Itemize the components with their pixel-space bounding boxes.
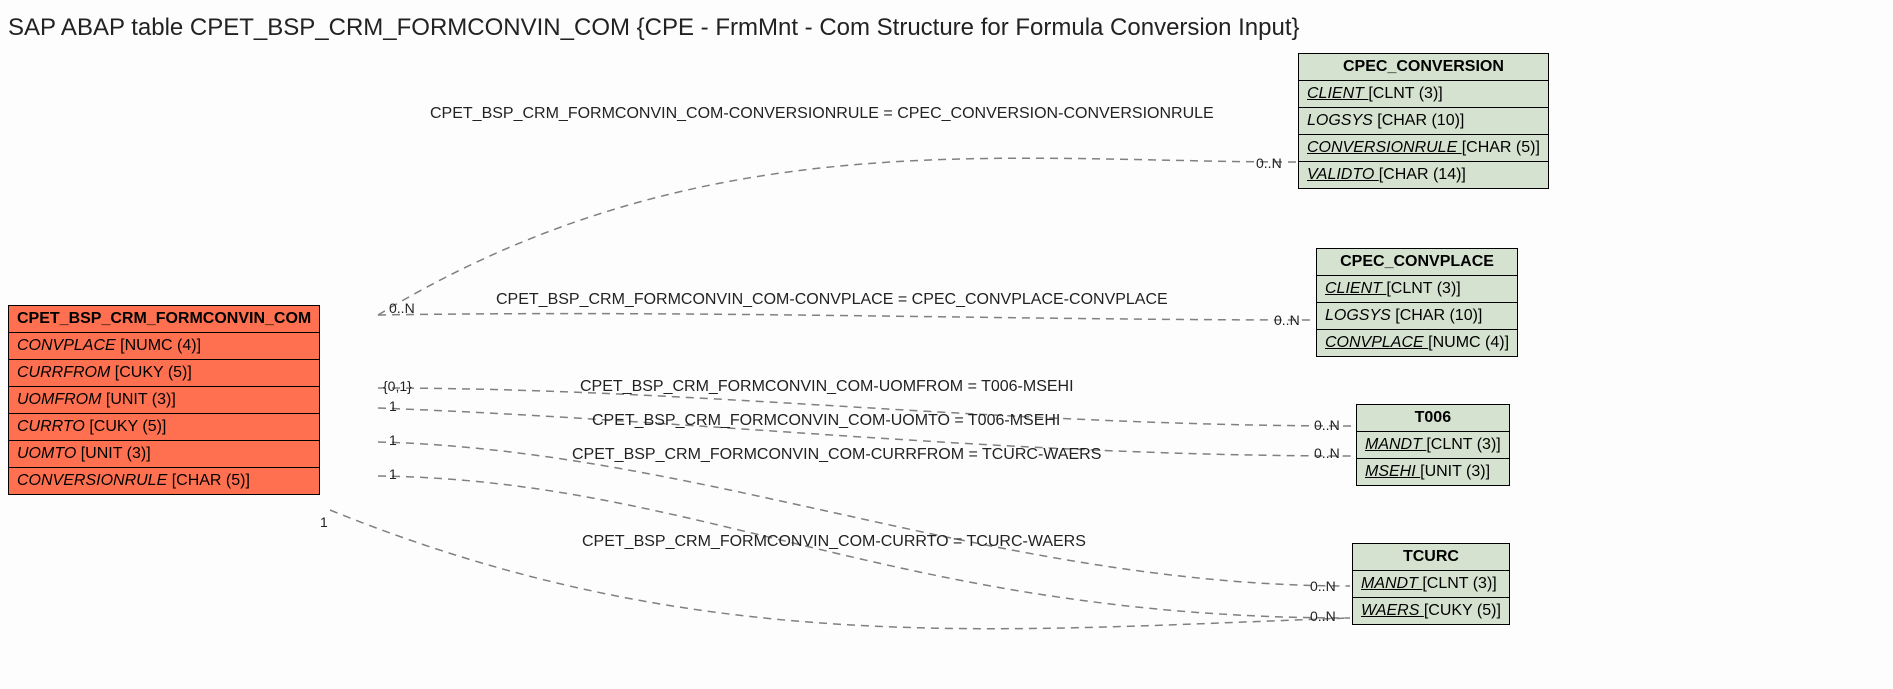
entity-cpec-conversion: CPEC_CONVERSIONCLIENT [CLNT (3)]LOGSYS [… bbox=[1298, 53, 1549, 189]
relation-label: CPET_BSP_CRM_FORMCONVIN_COM-CONVERSIONRU… bbox=[430, 105, 1214, 123]
entity-field: MANDT [CLNT (3)] bbox=[1353, 571, 1509, 598]
cardinality-left: {0,1} bbox=[383, 378, 412, 394]
entity-field: CLIENT [CLNT (3)] bbox=[1317, 276, 1517, 303]
entity-main: CPET_BSP_CRM_FORMCONVIN_COMCONVPLACE [NU… bbox=[8, 305, 320, 495]
entity-header: CPET_BSP_CRM_FORMCONVIN_COM bbox=[9, 306, 319, 333]
cardinality-right: 0..N bbox=[1314, 445, 1340, 461]
entity-cpec-convplace: CPEC_CONVPLACECLIENT [CLNT (3)]LOGSYS [C… bbox=[1316, 248, 1518, 357]
entity-field: UOMFROM [UNIT (3)] bbox=[9, 387, 319, 414]
entity-field: CURRTO [CUKY (5)] bbox=[9, 414, 319, 441]
relation-label: CPET_BSP_CRM_FORMCONVIN_COM-CURRFROM = T… bbox=[572, 446, 1101, 464]
entity-field: LOGSYS [CHAR (10)] bbox=[1317, 303, 1517, 330]
page-title: SAP ABAP table CPET_BSP_CRM_FORMCONVIN_C… bbox=[8, 14, 1300, 42]
cardinality-right: 0..N bbox=[1256, 155, 1282, 171]
cardinality-right: 0..N bbox=[1274, 312, 1300, 328]
relation-label: CPET_BSP_CRM_FORMCONVIN_COM-UOMFROM = T0… bbox=[580, 378, 1074, 396]
entity-field: CONVPLACE [NUMC (4)] bbox=[9, 333, 319, 360]
cardinality-left: 0..N bbox=[389, 300, 415, 316]
cardinality-right: 0..N bbox=[1314, 417, 1340, 433]
cardinality-left: 1 bbox=[389, 432, 397, 448]
cardinality-left: 1 bbox=[389, 466, 397, 482]
cardinality-left: 1 bbox=[320, 514, 328, 530]
entity-tcurc: TCURCMANDT [CLNT (3)]WAERS [CUKY (5)] bbox=[1352, 543, 1510, 625]
entity-header: CPEC_CONVPLACE bbox=[1317, 249, 1517, 276]
entity-header: T006 bbox=[1357, 405, 1509, 432]
entity-field: LOGSYS [CHAR (10)] bbox=[1299, 108, 1548, 135]
entity-field: VALIDTO [CHAR (14)] bbox=[1299, 162, 1548, 188]
entity-header: TCURC bbox=[1353, 544, 1509, 571]
entity-field: CURRFROM [CUKY (5)] bbox=[9, 360, 319, 387]
relation-label: CPET_BSP_CRM_FORMCONVIN_COM-CURRTO = TCU… bbox=[582, 533, 1086, 551]
entity-t006: T006MANDT [CLNT (3)]MSEHI [UNIT (3)] bbox=[1356, 404, 1510, 486]
relation-label: CPET_BSP_CRM_FORMCONVIN_COM-UOMTO = T006… bbox=[592, 412, 1060, 430]
cardinality-right: 0..N bbox=[1310, 608, 1336, 624]
relation-label: CPET_BSP_CRM_FORMCONVIN_COM-CONVPLACE = … bbox=[496, 291, 1168, 309]
cardinality-left: 1 bbox=[389, 398, 397, 414]
entity-field: UOMTO [UNIT (3)] bbox=[9, 441, 319, 468]
entity-field: CONVERSIONRULE [CHAR (5)] bbox=[9, 468, 319, 494]
entity-header: CPEC_CONVERSION bbox=[1299, 54, 1548, 81]
entity-field: CONVERSIONRULE [CHAR (5)] bbox=[1299, 135, 1548, 162]
cardinality-right: 0..N bbox=[1310, 578, 1336, 594]
entity-field: CONVPLACE [NUMC (4)] bbox=[1317, 330, 1517, 356]
entity-field: MANDT [CLNT (3)] bbox=[1357, 432, 1509, 459]
entity-field: WAERS [CUKY (5)] bbox=[1353, 598, 1509, 624]
entity-field: CLIENT [CLNT (3)] bbox=[1299, 81, 1548, 108]
entity-field: MSEHI [UNIT (3)] bbox=[1357, 459, 1509, 485]
